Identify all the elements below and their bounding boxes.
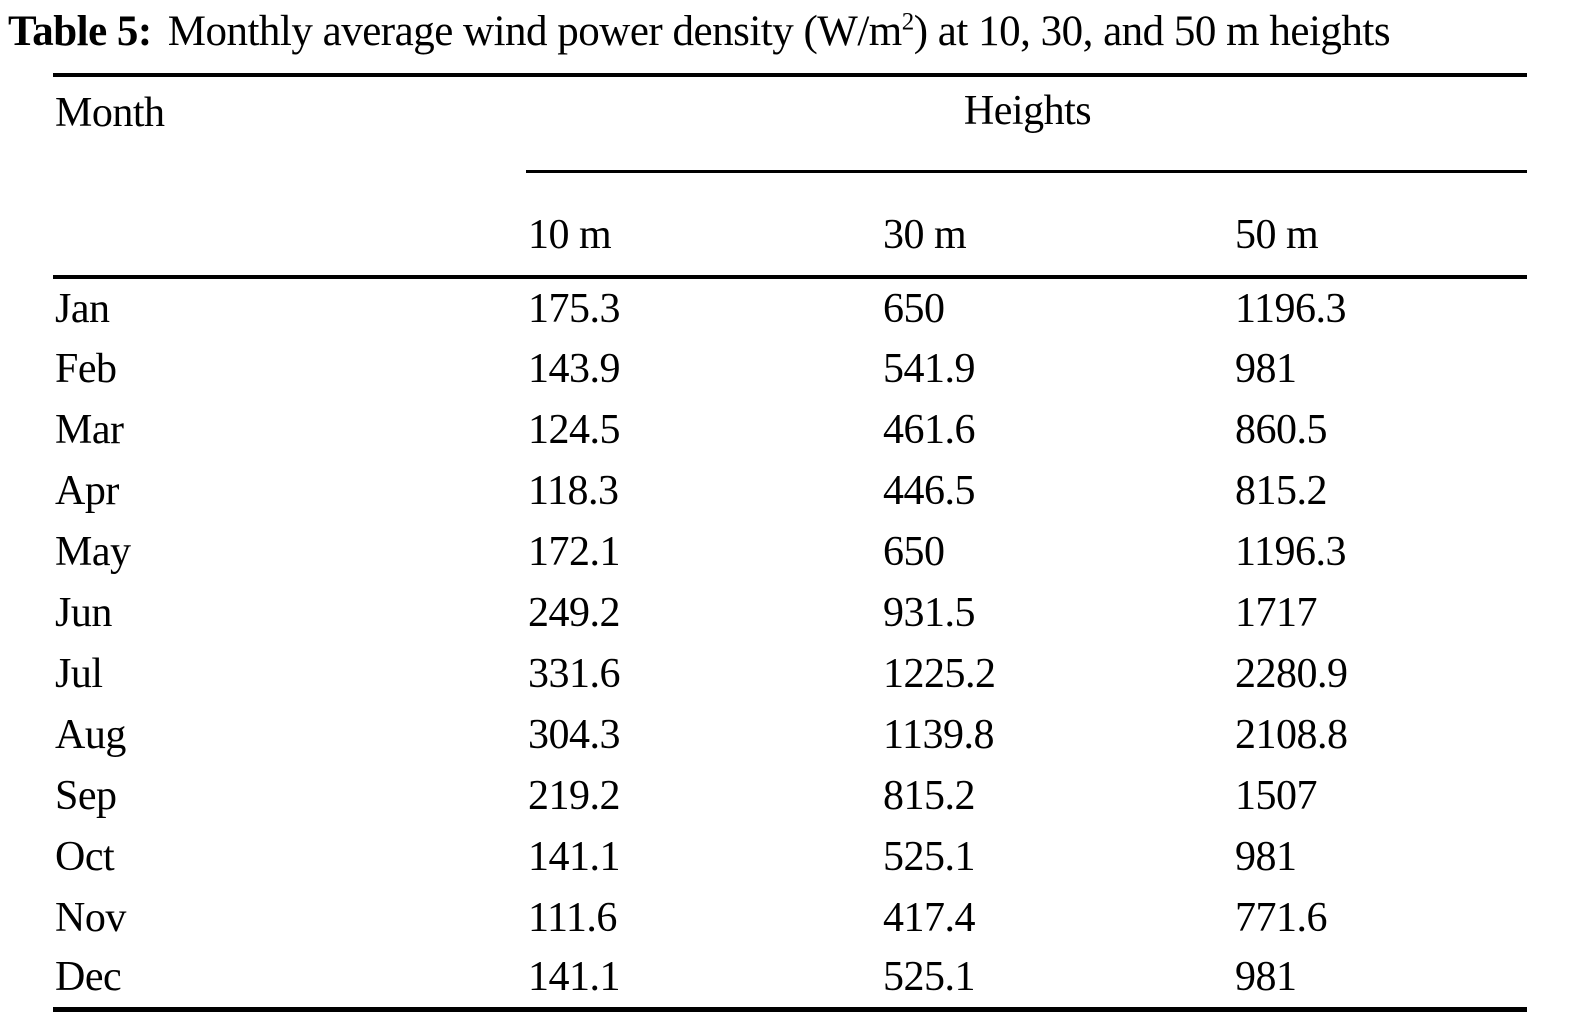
value-cell-30m: 417.4 (883, 894, 976, 941)
value-cell-10m: 219.2 (528, 772, 621, 819)
month-cell: Jul (55, 650, 103, 697)
table-header: Month Heights 10 m 30 m 50 m (53, 75, 1528, 279)
value-cell-30m: 1139.8 (883, 711, 994, 758)
month-column-header: Month (53, 75, 526, 279)
table-row: Jan 175.3 650 1196.3 (53, 277, 1527, 338)
value-cell-50m: 1196.3 (1235, 528, 1346, 575)
month-cell: Aug (55, 711, 126, 758)
value-cell-30m: 461.6 (883, 406, 976, 453)
value-cell-30m: 931.5 (883, 589, 976, 636)
month-cell: Oct (55, 833, 115, 880)
value-cell-10m: 141.1 (528, 954, 621, 1001)
value-cell-50m: 2108.8 (1235, 711, 1348, 758)
value-cell-10m: 249.2 (528, 589, 621, 636)
table-row: May 172.1 650 1196.3 (53, 521, 1527, 582)
value-cell-50m: 981 (1235, 345, 1297, 392)
month-cell: Jun (55, 589, 112, 636)
value-cell-30m: 650 (883, 528, 945, 575)
table-row: Mar 124.5 461.6 860.5 (53, 399, 1527, 460)
value-cell-50m: 860.5 (1235, 406, 1328, 453)
table-caption: Table 5: Monthly average wind power densi… (8, 6, 1579, 58)
caption-superscript: 2 (901, 8, 914, 36)
value-cell-10m: 143.9 (528, 345, 621, 392)
month-cell: Sep (55, 772, 117, 819)
value-cell-10m: 124.5 (528, 406, 621, 453)
value-cell-50m: 981 (1235, 833, 1297, 880)
table-caption-label: Table 5: (8, 8, 152, 55)
value-cell-30m: 1225.2 (883, 650, 996, 697)
table-row: Nov 111.6 417.4 771.6 (53, 887, 1527, 948)
column-header-30m: 30 m (881, 171, 1233, 279)
group-header-row: Month Heights (53, 75, 1528, 279)
month-cell: Jan (55, 285, 110, 332)
month-cell: May (55, 528, 131, 575)
value-cell-10m: 304.3 (528, 711, 621, 758)
value-cell-10m: 118.3 (528, 467, 619, 514)
subheader-row: 10 m 30 m 50 m (53, 171, 1528, 279)
table-caption-text-before-sup: Monthly average wind power density (W/m (167, 8, 903, 55)
column-header-10m: 10 m (526, 171, 881, 279)
value-cell-50m: 1507 (1235, 772, 1318, 819)
value-cell-50m: 1717 (1235, 589, 1318, 636)
value-cell-30m: 650 (883, 285, 945, 332)
value-cell-50m: 771.6 (1235, 894, 1328, 941)
table-caption-text-after-sup: ) at 10, 30, and 50 m heights (913, 8, 1391, 55)
value-cell-30m: 446.5 (883, 467, 976, 514)
table-row: Dec 141.1 525.1 981 (53, 948, 1527, 1009)
table-row: Feb 143.9 541.9 981 (53, 338, 1527, 399)
value-cell-50m: 981 (1235, 954, 1297, 1001)
month-cell: Apr (55, 467, 119, 514)
table-row: Aug 304.3 1139.8 2108.8 (53, 704, 1527, 765)
value-cell-10m: 141.1 (528, 833, 621, 880)
value-cell-30m: 815.2 (883, 772, 976, 819)
value-cell-50m: 815.2 (1235, 467, 1328, 514)
month-cell: Mar (55, 406, 124, 453)
value-cell-10m: 111.6 (528, 894, 617, 941)
wind-power-density-table: Month Heights 10 m 30 m 50 m Jan 175.3 6… (53, 73, 1528, 1012)
month-cell: Feb (55, 345, 117, 392)
table-body: Jan 175.3 650 1196.3 Feb 143.9 541.9 981… (53, 277, 1527, 1009)
table-row: Apr 118.3 446.5 815.2 (53, 460, 1527, 521)
heights-group-header: Heights (526, 75, 1528, 173)
value-cell-30m: 541.9 (883, 345, 976, 392)
month-cell: Dec (55, 954, 122, 1001)
value-cell-10m: 175.3 (528, 285, 621, 332)
value-cell-10m: 172.1 (528, 528, 621, 575)
value-cell-30m: 525.1 (883, 954, 976, 1001)
column-header-50m: 50 m (1233, 171, 1528, 279)
table-row: Jun 249.2 931.5 1717 (53, 582, 1527, 643)
table-row: Oct 141.1 525.1 981 (53, 826, 1527, 887)
table-row: Sep 219.2 815.2 1507 (53, 765, 1527, 826)
month-cell: Nov (55, 894, 126, 941)
value-cell-50m: 1196.3 (1235, 285, 1346, 332)
table-row: Jul 331.6 1225.2 2280.9 (53, 643, 1527, 704)
value-cell-50m: 2280.9 (1235, 650, 1348, 697)
value-cell-10m: 331.6 (528, 650, 621, 697)
value-cell-30m: 525.1 (883, 833, 976, 880)
